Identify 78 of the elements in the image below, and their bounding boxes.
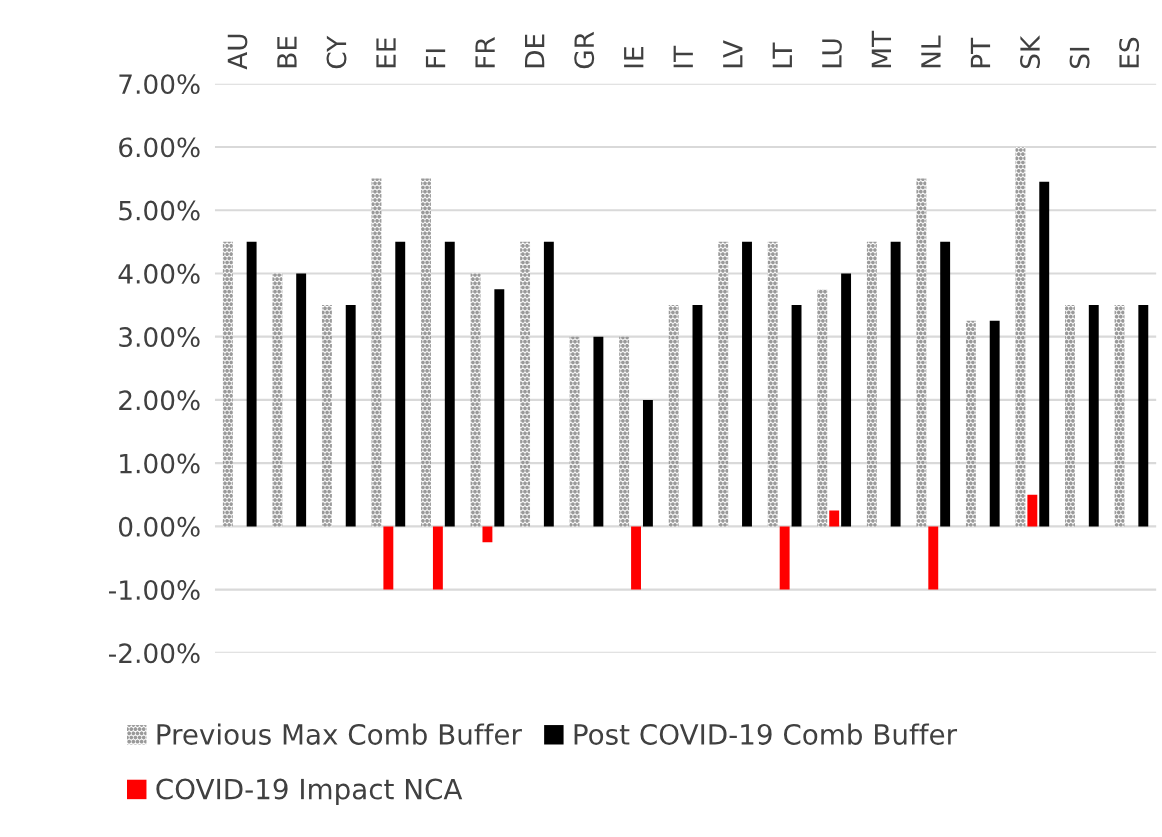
- x-tick-label: BE: [277, 36, 297, 68]
- bar: [742, 241, 752, 527]
- bar: [371, 178, 382, 527]
- y-tick-label: 5.00%: [119, 200, 200, 221]
- x-tick-label: DE: [525, 34, 545, 68]
- bar: [718, 241, 729, 527]
- bar: [668, 305, 679, 527]
- x-tick-label: LV: [723, 40, 743, 68]
- bar: [444, 241, 455, 527]
- x-tick-label: IT: [673, 45, 693, 68]
- y-tick-label: -1.00%: [109, 580, 200, 601]
- bar: [692, 305, 703, 527]
- bar: [482, 526, 493, 543]
- bar: [383, 526, 394, 590]
- bar: [989, 320, 1000, 527]
- y-tick-label: 6.00%: [119, 137, 200, 158]
- x-tick-label: ES: [1119, 37, 1140, 68]
- bar: [619, 336, 630, 527]
- bar: [866, 241, 877, 527]
- bar: [1138, 305, 1149, 527]
- bar: [1114, 305, 1125, 527]
- bar: [432, 526, 443, 590]
- bar: [296, 273, 307, 527]
- x-tick-label: IE: [624, 47, 644, 68]
- x-tick-label: SK: [1020, 35, 1040, 69]
- x-tick-label: FI: [425, 49, 446, 68]
- y-tick-label: 1.00%: [120, 453, 200, 474]
- y-tick-label: 0.00%: [118, 516, 200, 537]
- x-tick-label: CY: [326, 35, 347, 69]
- bar: [470, 273, 481, 527]
- bar: [1065, 305, 1075, 527]
- bar: [1015, 146, 1026, 527]
- y-tick-label: -2.00%: [109, 643, 200, 664]
- bar: [1088, 305, 1099, 527]
- x-tick-label: NL: [921, 35, 941, 68]
- x-tick-label: FR: [475, 37, 495, 68]
- y-tick-label: 4.00%: [118, 263, 200, 284]
- bar: [1027, 494, 1038, 527]
- x-tick-label: MT: [871, 30, 892, 68]
- x-tick-label: LU: [822, 39, 842, 68]
- bar: [543, 241, 554, 527]
- legend-label: COVID-19 Impact NCA: [156, 778, 463, 805]
- bar: [321, 305, 332, 527]
- bar: [890, 241, 901, 527]
- bar: [631, 526, 641, 590]
- bar: [1039, 181, 1050, 527]
- bar: [222, 241, 233, 527]
- bar: [494, 289, 505, 527]
- bar: [779, 526, 790, 590]
- y-tick-label: 3.00%: [119, 327, 200, 348]
- y-tick-label: 7.00%: [119, 74, 200, 95]
- x-tick-label: AU: [227, 34, 248, 70]
- bar: [593, 336, 604, 527]
- bar: [520, 241, 531, 527]
- bar: [791, 305, 802, 527]
- bar: [421, 178, 431, 527]
- legend-label: Post COVID-19 Comb Buffer: [574, 723, 958, 745]
- bar: [246, 241, 257, 527]
- bar: [829, 510, 840, 527]
- x-tick-label: GR: [574, 31, 595, 69]
- bar: [569, 336, 580, 527]
- bar: [767, 241, 778, 527]
- bar: [841, 273, 852, 527]
- bar: [345, 305, 356, 527]
- x-tick-label: SI: [1069, 47, 1090, 69]
- bar: [817, 289, 828, 527]
- x-tick-label: LT: [772, 42, 792, 68]
- x-tick-label: PT: [970, 37, 991, 68]
- bar: [395, 241, 406, 527]
- bar: [916, 178, 927, 527]
- bar: [940, 241, 951, 527]
- bar: [928, 526, 939, 590]
- x-tick-label: EE: [376, 38, 396, 68]
- bar: [642, 399, 653, 527]
- bar: [272, 273, 283, 527]
- legend-label: Previous Max Comb Buffer: [157, 723, 522, 745]
- y-tick-label: 2.00%: [119, 390, 200, 411]
- bar: [965, 320, 976, 527]
